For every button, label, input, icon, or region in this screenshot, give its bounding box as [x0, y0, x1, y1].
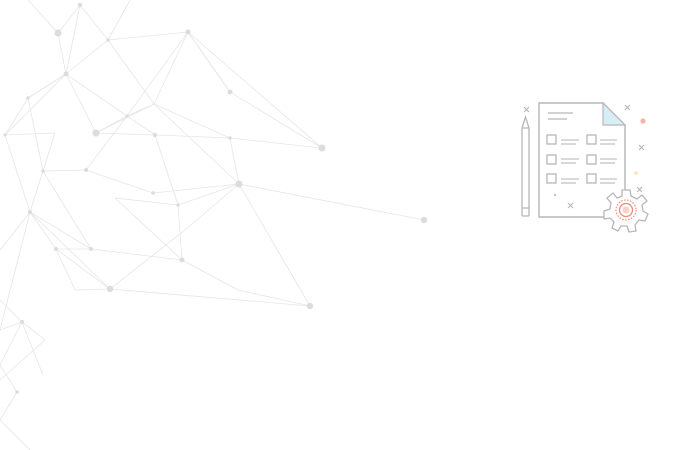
- document-icon: [538, 101, 627, 218]
- accent-dot: [553, 193, 557, 197]
- pencil-icon: [521, 114, 530, 217]
- sparkle-icon: [523, 104, 645, 209]
- gear-icon: [603, 189, 649, 233]
- accent-dot: [640, 118, 646, 124]
- checklist-document-illustration: [521, 101, 649, 233]
- accent-dot: [634, 171, 638, 175]
